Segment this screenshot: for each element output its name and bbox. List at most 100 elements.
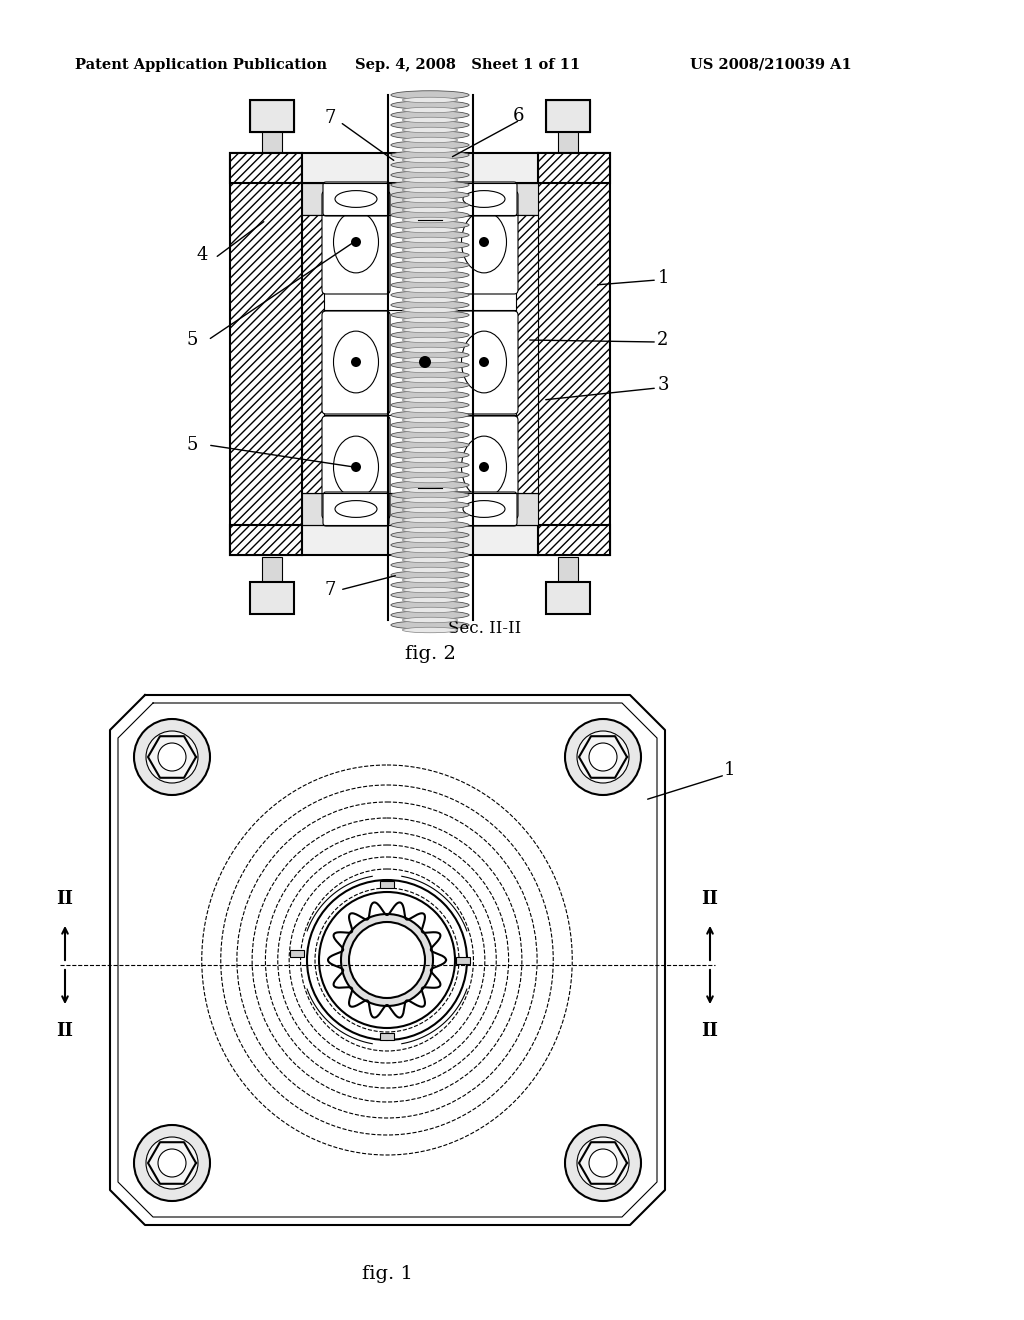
Ellipse shape [391, 100, 469, 110]
Circle shape [134, 719, 210, 795]
Bar [302, 153, 538, 183]
Ellipse shape [391, 411, 469, 420]
Text: 2: 2 [657, 331, 669, 348]
FancyBboxPatch shape [323, 182, 389, 216]
Bar [558, 132, 578, 157]
Bar [262, 557, 282, 582]
Ellipse shape [402, 238, 458, 243]
Ellipse shape [402, 148, 458, 153]
Ellipse shape [402, 467, 458, 473]
Ellipse shape [402, 358, 458, 363]
Ellipse shape [391, 511, 469, 519]
Ellipse shape [402, 98, 458, 103]
Text: 1: 1 [724, 762, 736, 779]
Bar [250, 582, 294, 614]
Ellipse shape [391, 240, 469, 249]
Text: 5: 5 [186, 331, 198, 348]
Ellipse shape [402, 478, 458, 483]
Ellipse shape [402, 587, 458, 593]
Ellipse shape [402, 197, 458, 203]
Ellipse shape [402, 537, 458, 543]
Ellipse shape [391, 321, 469, 329]
Circle shape [479, 462, 489, 473]
Ellipse shape [402, 557, 458, 562]
Circle shape [577, 731, 629, 783]
Circle shape [565, 719, 641, 795]
Ellipse shape [391, 531, 469, 540]
Ellipse shape [402, 597, 458, 603]
Ellipse shape [402, 378, 458, 383]
Circle shape [565, 1125, 641, 1201]
Ellipse shape [391, 380, 469, 389]
Ellipse shape [391, 581, 469, 589]
Circle shape [589, 1148, 617, 1177]
Ellipse shape [402, 127, 458, 133]
Bar [290, 950, 304, 957]
Ellipse shape [391, 360, 469, 370]
Circle shape [351, 462, 361, 473]
Ellipse shape [402, 297, 458, 302]
Circle shape [146, 1137, 198, 1189]
Circle shape [351, 238, 361, 247]
FancyBboxPatch shape [450, 191, 518, 294]
Bar [416, 213, 444, 495]
Ellipse shape [402, 607, 458, 612]
Circle shape [146, 731, 198, 783]
Ellipse shape [391, 570, 469, 579]
Text: 7: 7 [325, 581, 336, 599]
Circle shape [419, 356, 431, 368]
Bar [538, 525, 610, 554]
Text: 6: 6 [512, 107, 523, 125]
Bar [558, 557, 578, 582]
Ellipse shape [391, 251, 469, 259]
Bar [456, 957, 470, 964]
Ellipse shape [402, 218, 458, 223]
Bar [380, 1034, 394, 1040]
Ellipse shape [391, 170, 469, 180]
Ellipse shape [391, 521, 469, 529]
Bar [262, 132, 282, 157]
Text: 3: 3 [657, 376, 669, 393]
Bar [302, 183, 538, 215]
Ellipse shape [391, 271, 469, 280]
Ellipse shape [402, 428, 458, 433]
Ellipse shape [391, 401, 469, 409]
Ellipse shape [391, 341, 469, 350]
Ellipse shape [402, 107, 458, 112]
Ellipse shape [402, 337, 458, 343]
Ellipse shape [391, 201, 469, 210]
Ellipse shape [402, 517, 458, 523]
Ellipse shape [402, 437, 458, 442]
Ellipse shape [402, 618, 458, 623]
Ellipse shape [402, 207, 458, 213]
Ellipse shape [391, 331, 469, 339]
Circle shape [351, 356, 361, 367]
FancyBboxPatch shape [323, 492, 389, 525]
Ellipse shape [391, 231, 469, 239]
Text: 5: 5 [186, 436, 198, 454]
Ellipse shape [402, 327, 458, 333]
FancyBboxPatch shape [322, 416, 390, 519]
FancyBboxPatch shape [450, 416, 518, 519]
Ellipse shape [391, 281, 469, 289]
Ellipse shape [402, 447, 458, 453]
Ellipse shape [402, 367, 458, 372]
FancyBboxPatch shape [322, 312, 390, 414]
Bar [230, 153, 302, 183]
Ellipse shape [391, 261, 469, 269]
FancyBboxPatch shape [451, 492, 517, 525]
Ellipse shape [402, 627, 458, 632]
Ellipse shape [402, 568, 458, 573]
Ellipse shape [391, 220, 469, 230]
Circle shape [346, 919, 428, 1001]
Bar [230, 153, 302, 554]
Ellipse shape [391, 111, 469, 119]
Ellipse shape [391, 191, 469, 199]
Text: fig. 2: fig. 2 [404, 645, 456, 663]
Ellipse shape [402, 288, 458, 293]
Bar [546, 100, 590, 132]
Circle shape [134, 1125, 210, 1201]
Ellipse shape [402, 157, 458, 162]
Ellipse shape [402, 397, 458, 403]
Bar [546, 100, 590, 132]
